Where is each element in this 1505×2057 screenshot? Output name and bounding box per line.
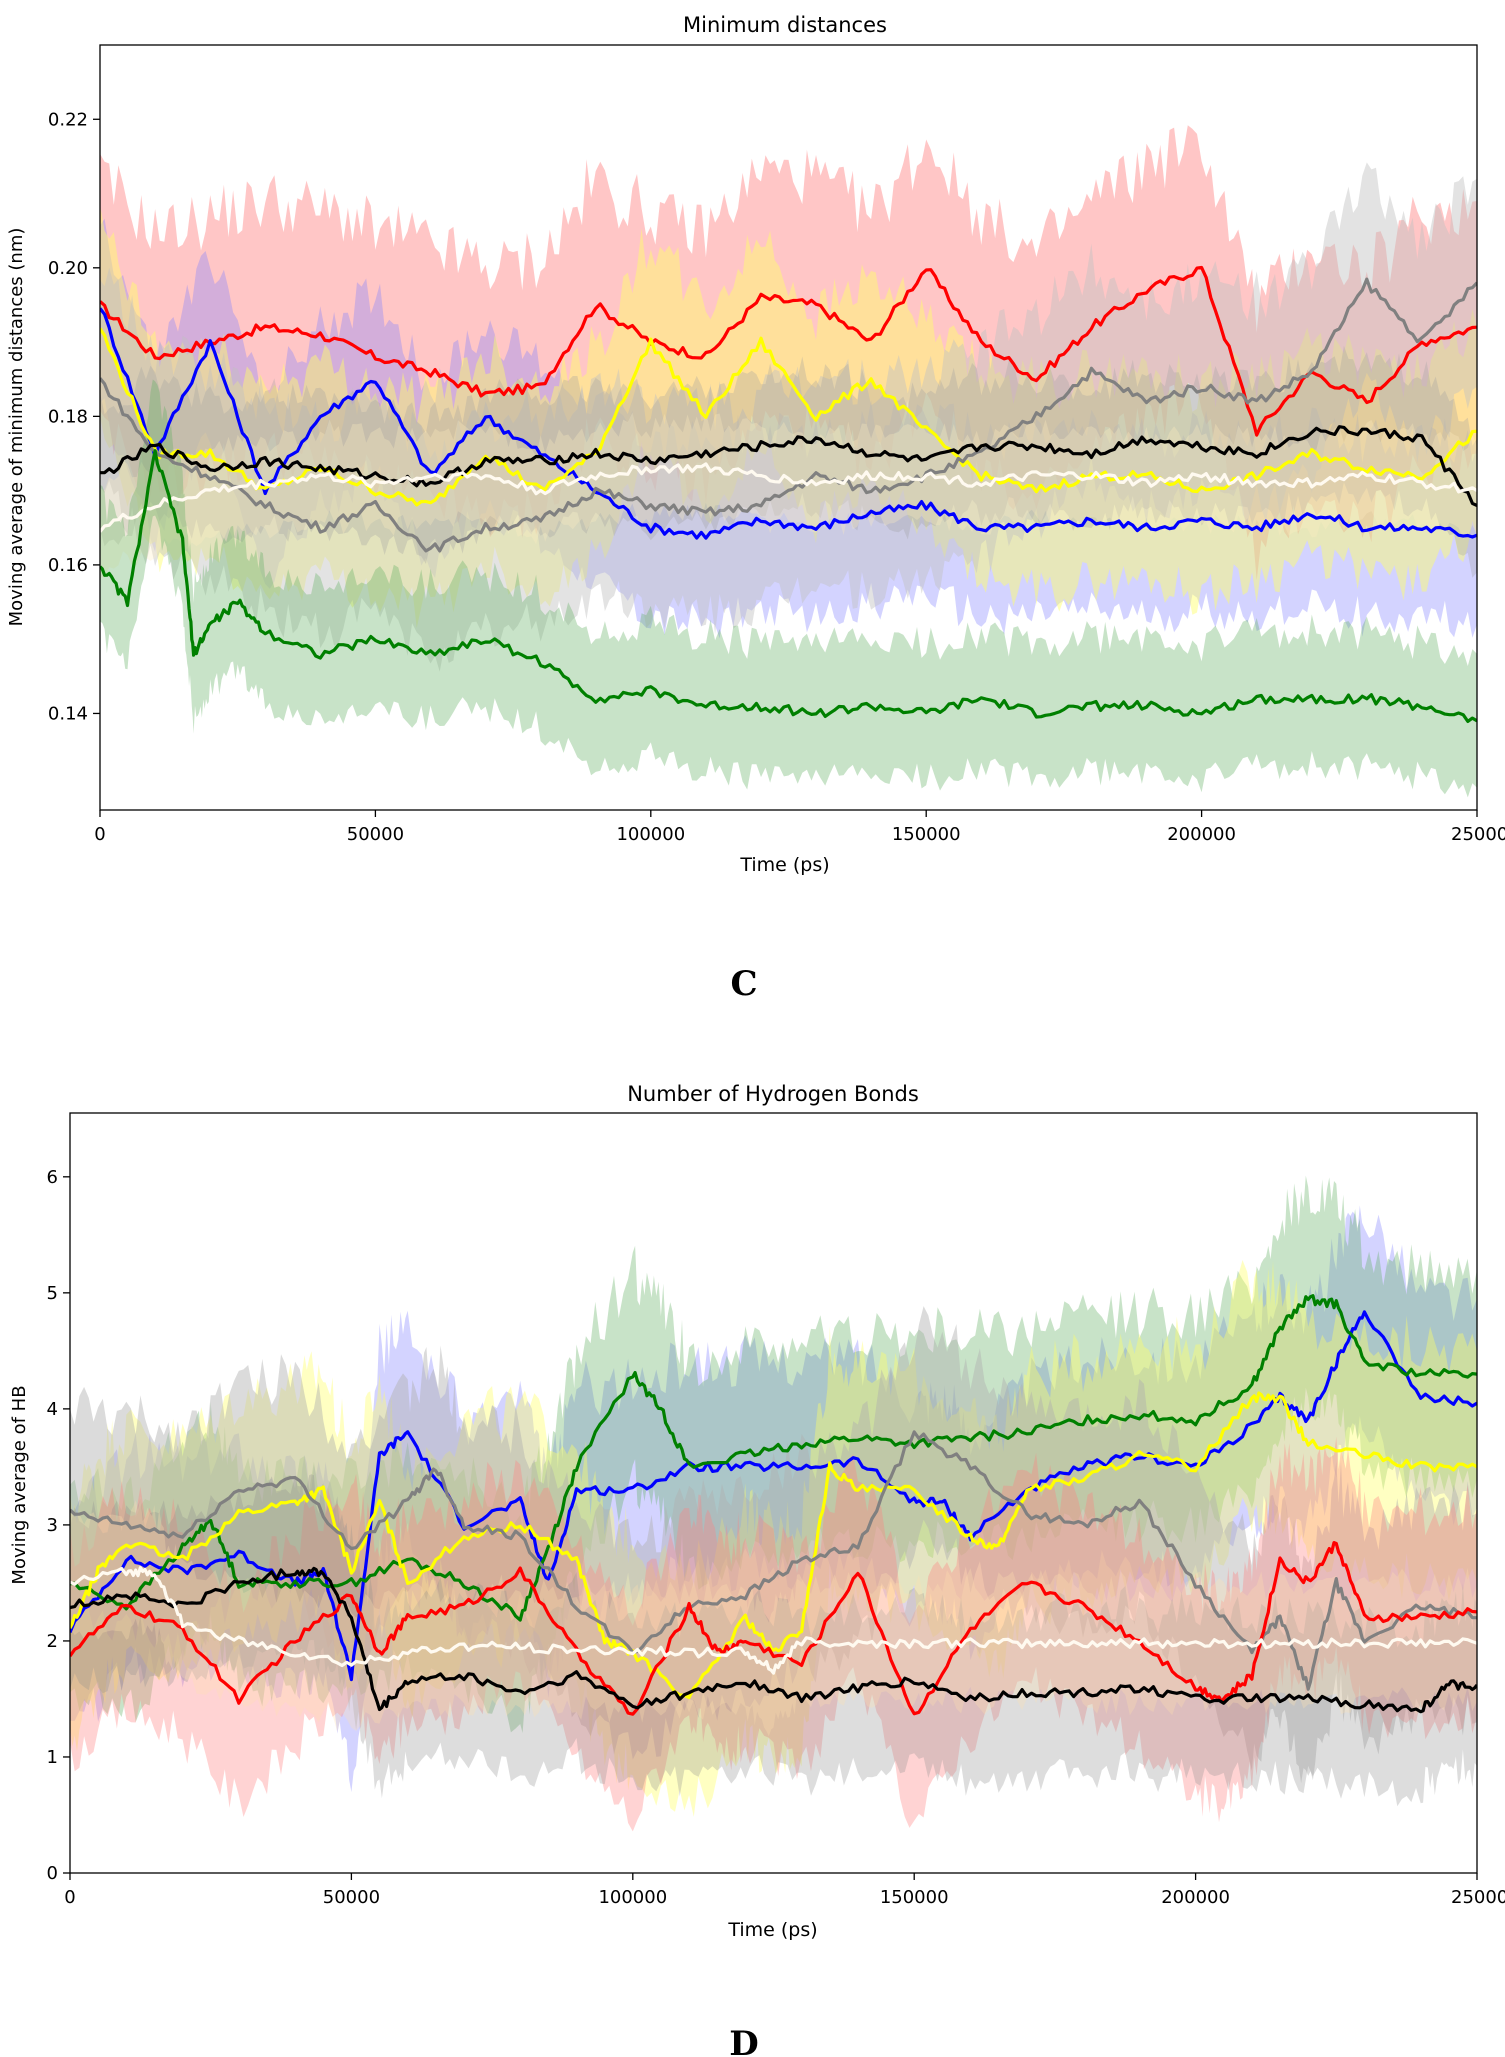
panel-d-band-blue <box>70 1205 1477 1793</box>
panel-d-ytick-label-0: 0 <box>47 1863 58 1884</box>
panel-c-chart: Minimum distances 0 50000 100000 150000 2000… <box>6 13 1505 1004</box>
panel-c-plot: 0 50000 100000 150000 200000 25000 0.14 0.16 0.1… <box>48 44 1505 845</box>
panel-c-xtick-label-2: 100000 <box>616 824 685 845</box>
panel-d-xtick-label-4: 200000 <box>1161 1887 1230 1908</box>
panel-d-band-black <box>70 1474 1477 1807</box>
panel-d-line-white <box>70 1566 1477 1675</box>
panel-c-ytick-label-2: 0.18 <box>48 406 88 427</box>
panel-c-title: Minimum distances <box>683 13 887 37</box>
panel-d-ytick-label-3: 3 <box>47 1515 58 1536</box>
panel-d-band-red <box>70 1436 1477 1832</box>
panel-c-band-yellow <box>100 205 1477 628</box>
panel-c-lines <box>100 265 1477 723</box>
panel-d-xtick-label-3: 150000 <box>880 1887 949 1908</box>
panel-d-title: Number of Hydrogen Bonds <box>627 1082 919 1106</box>
panel-d-ytick-label-4: 4 <box>47 1399 58 1420</box>
panel-c-ytick-label-3: 0.20 <box>48 258 88 279</box>
panel-c-ytick-label-1: 0.16 <box>48 555 88 576</box>
panel-c-ytick-label-0: 0.14 <box>48 703 88 724</box>
panel-d-ytick-label-1: 1 <box>47 1747 58 1768</box>
panel-c-xtick-label-0: 0 <box>94 824 105 845</box>
panel-c-xtick-label-1: 50000 <box>347 824 404 845</box>
panel-d-letter: D <box>729 2024 758 2057</box>
panel-c-xtick-label-5: 25000 <box>1451 824 1505 845</box>
panel-d-xtick-label-2: 100000 <box>598 1887 667 1908</box>
panel-d-ylabel: Moving average of HB <box>9 1385 30 1584</box>
panel-c-band-green <box>100 379 1477 798</box>
panel-d-lines <box>70 1294 1477 1716</box>
panel-d-line-red <box>70 1541 1477 1716</box>
panel-c-line-white <box>100 462 1477 533</box>
panel-c-line-green <box>100 449 1477 723</box>
panel-c-line-gray <box>100 277 1477 553</box>
panel-d-ytick-label-6: 6 <box>47 1167 58 1188</box>
panel-d-line-green <box>70 1294 1477 1622</box>
panel-d-xtick-label-1: 50000 <box>323 1887 380 1908</box>
panel-c-letter: C <box>730 964 757 1004</box>
panel-c-ylabel: Moving average of minimum distances (nm) <box>6 228 27 627</box>
panel-c-axes-frame <box>99 44 1478 811</box>
panel-d-axes-frame <box>69 1112 1478 1874</box>
panel-c-band-blue <box>100 218 1477 639</box>
panel-c-xlabel: Time (ps) <box>739 854 829 876</box>
panel-d-ytick-label-5: 5 <box>47 1283 58 1304</box>
panel-c-bands <box>100 125 1477 798</box>
panel-c-band-red <box>100 125 1477 581</box>
panel-c-line-blue <box>100 307 1477 540</box>
panel-d-xtick-label-0: 0 <box>64 1887 75 1908</box>
panel-c-xtick-label-4: 200000 <box>1167 824 1236 845</box>
panel-c-xtick-label-3: 150000 <box>892 824 961 845</box>
panel-c-band-white <box>100 412 1477 578</box>
panel-d-line-black <box>70 1566 1477 1714</box>
panel-c-band-black <box>100 345 1477 578</box>
panel-c-line-black <box>100 425 1477 507</box>
panel-c-ytick-label-4: 0.22 <box>48 109 88 130</box>
panel-d-xlabel: Time (ps) <box>727 1919 817 1941</box>
panel-d-band-green <box>70 1175 1477 1733</box>
panel-d-ytick-label-2: 2 <box>47 1631 58 1652</box>
panel-d-chart: Number of Hydrogen Bonds 0 50000 100000 150… <box>9 1082 1505 2057</box>
panel-c-line-red <box>100 265 1477 437</box>
panel-d-xtick-label-5: 25000 <box>1451 1887 1505 1908</box>
panel-d-line-gray <box>70 1430 1477 1691</box>
panel-d-band-gray <box>70 1306 1477 1784</box>
